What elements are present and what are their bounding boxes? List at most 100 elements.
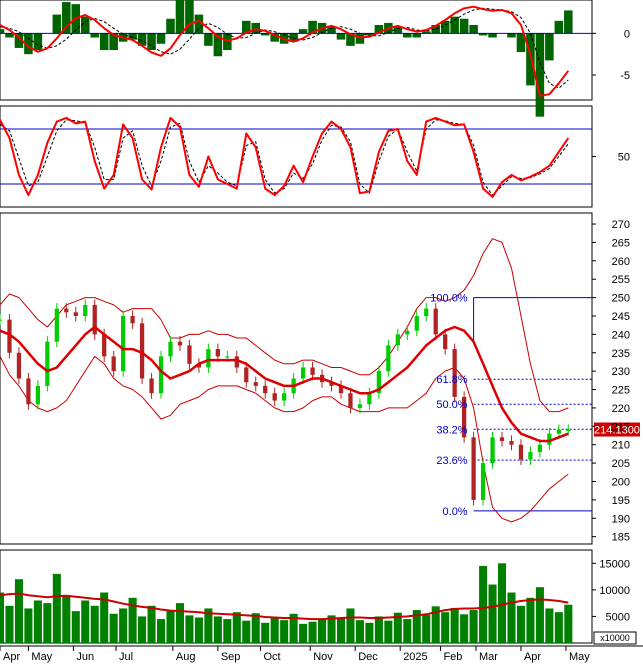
volume-bar — [147, 605, 156, 643]
price-y-tick-label: 205 — [612, 458, 630, 470]
volume-bar — [270, 618, 279, 643]
volume-bar — [507, 592, 516, 643]
macd-histogram-bar — [80, 16, 90, 34]
price-candle-body — [158, 356, 164, 394]
price-y-tick-label: 260 — [612, 256, 630, 268]
volume-unit-box — [593, 631, 637, 645]
fib-level-label: 38.2% — [436, 424, 467, 436]
price-candle-body — [73, 312, 78, 316]
x-axis-month-label: Mar — [479, 651, 498, 663]
price-candle-body — [35, 385, 41, 405]
price-moving-average-line — [0, 325, 569, 443]
price-candle-body — [566, 429, 571, 431]
bollinger-lower-band — [0, 355, 569, 523]
price-candle-body — [547, 433, 552, 445]
price-candle-body — [443, 334, 448, 350]
price-y-tick-label: 270 — [612, 219, 630, 231]
macd-histogram-bar — [403, 33, 412, 38]
price-candle-body — [509, 441, 514, 445]
price-candle-body — [433, 308, 438, 335]
volume-bar — [14, 579, 23, 643]
macd-histogram-bar — [308, 20, 317, 34]
volume-bar — [166, 611, 175, 643]
x-axis-month-label: Apr — [3, 651, 20, 663]
volume-bar — [138, 616, 147, 643]
macd-signal-line — [0, 7, 569, 89]
stoch-d-line — [0, 119, 569, 196]
volume-bar — [242, 620, 251, 643]
macd-histogram-bar — [99, 33, 109, 50]
stoch-k-line — [0, 116, 570, 198]
price-candle-body — [0, 319, 3, 321]
volume-bar — [33, 600, 42, 643]
price-candle-body — [149, 378, 154, 394]
price-candle-body — [367, 393, 372, 405]
volume-bar — [100, 592, 109, 643]
macd-histogram-bar — [62, 2, 71, 34]
volume-bar — [52, 573, 61, 643]
volume-bar — [431, 606, 440, 643]
volume-unit-label: x10000 — [600, 633, 630, 643]
volume-bar — [450, 607, 459, 643]
volume-bar — [460, 614, 469, 643]
macd-histogram-bar — [488, 33, 497, 38]
volume-bar — [488, 584, 497, 643]
volume-bar — [299, 623, 308, 643]
volume-bar — [355, 620, 364, 643]
macd-histogram-bar — [147, 33, 156, 50]
volume-bar — [90, 605, 99, 643]
volume-bar — [327, 615, 336, 643]
macd-histogram-bar — [545, 33, 554, 61]
price-candle-body — [490, 437, 495, 464]
x-axis-month-label: 2025 — [403, 651, 427, 663]
price-candle-body — [102, 334, 107, 357]
volume-bar — [516, 605, 525, 643]
price-candle-body — [537, 444, 543, 453]
macd-histogram-bar — [0, 29, 5, 34]
volume-bar — [526, 597, 535, 643]
price-candle-body — [405, 330, 410, 335]
volume-bar — [43, 603, 52, 643]
volume-bar — [232, 612, 241, 643]
price-candle-body — [480, 463, 486, 500]
macd-histogram-bar — [52, 14, 62, 34]
volume-bar — [119, 608, 128, 643]
volume-bar — [497, 563, 507, 643]
volume-bar — [393, 612, 402, 643]
volume-bar — [261, 622, 270, 643]
price-candle-body — [376, 371, 382, 394]
macd-histogram-bar — [289, 33, 298, 42]
volume-bar — [213, 616, 222, 643]
macd-histogram-bar — [535, 33, 545, 117]
macd-histogram-bar — [393, 27, 403, 34]
macd-histogram-bar — [5, 33, 14, 38]
macd-histogram-bar — [459, 18, 469, 34]
volume-bar — [204, 608, 213, 643]
macd-histogram-bar — [516, 33, 526, 53]
price-candle-body — [310, 367, 315, 375]
price-candle-body — [386, 345, 391, 372]
price-candle-body — [206, 349, 211, 368]
fib-level-label: 61.8% — [436, 374, 467, 386]
volume-y-tick-label: 15000 — [599, 558, 630, 570]
volume-bar — [412, 610, 421, 643]
macd-histogram-bar — [450, 16, 459, 34]
price-candle-body — [338, 385, 344, 394]
volume-bar — [346, 608, 355, 643]
price-candle-body — [196, 363, 202, 368]
macd-y-tick-label: -5 — [620, 70, 630, 82]
volume-bar — [554, 612, 563, 643]
price-candle-body — [64, 308, 69, 313]
last-price-label: 214.1300 — [594, 425, 640, 437]
volume-bar — [128, 597, 137, 643]
macd-histogram-bar — [90, 33, 99, 38]
price-candle-body — [499, 437, 505, 442]
volume-bar — [175, 603, 184, 643]
price-candle-body — [16, 352, 22, 379]
volume-y-tick-label: 10000 — [599, 585, 630, 597]
volume-bar — [422, 614, 431, 643]
last-price-tag — [594, 422, 640, 437]
price-candle-body — [7, 319, 12, 353]
